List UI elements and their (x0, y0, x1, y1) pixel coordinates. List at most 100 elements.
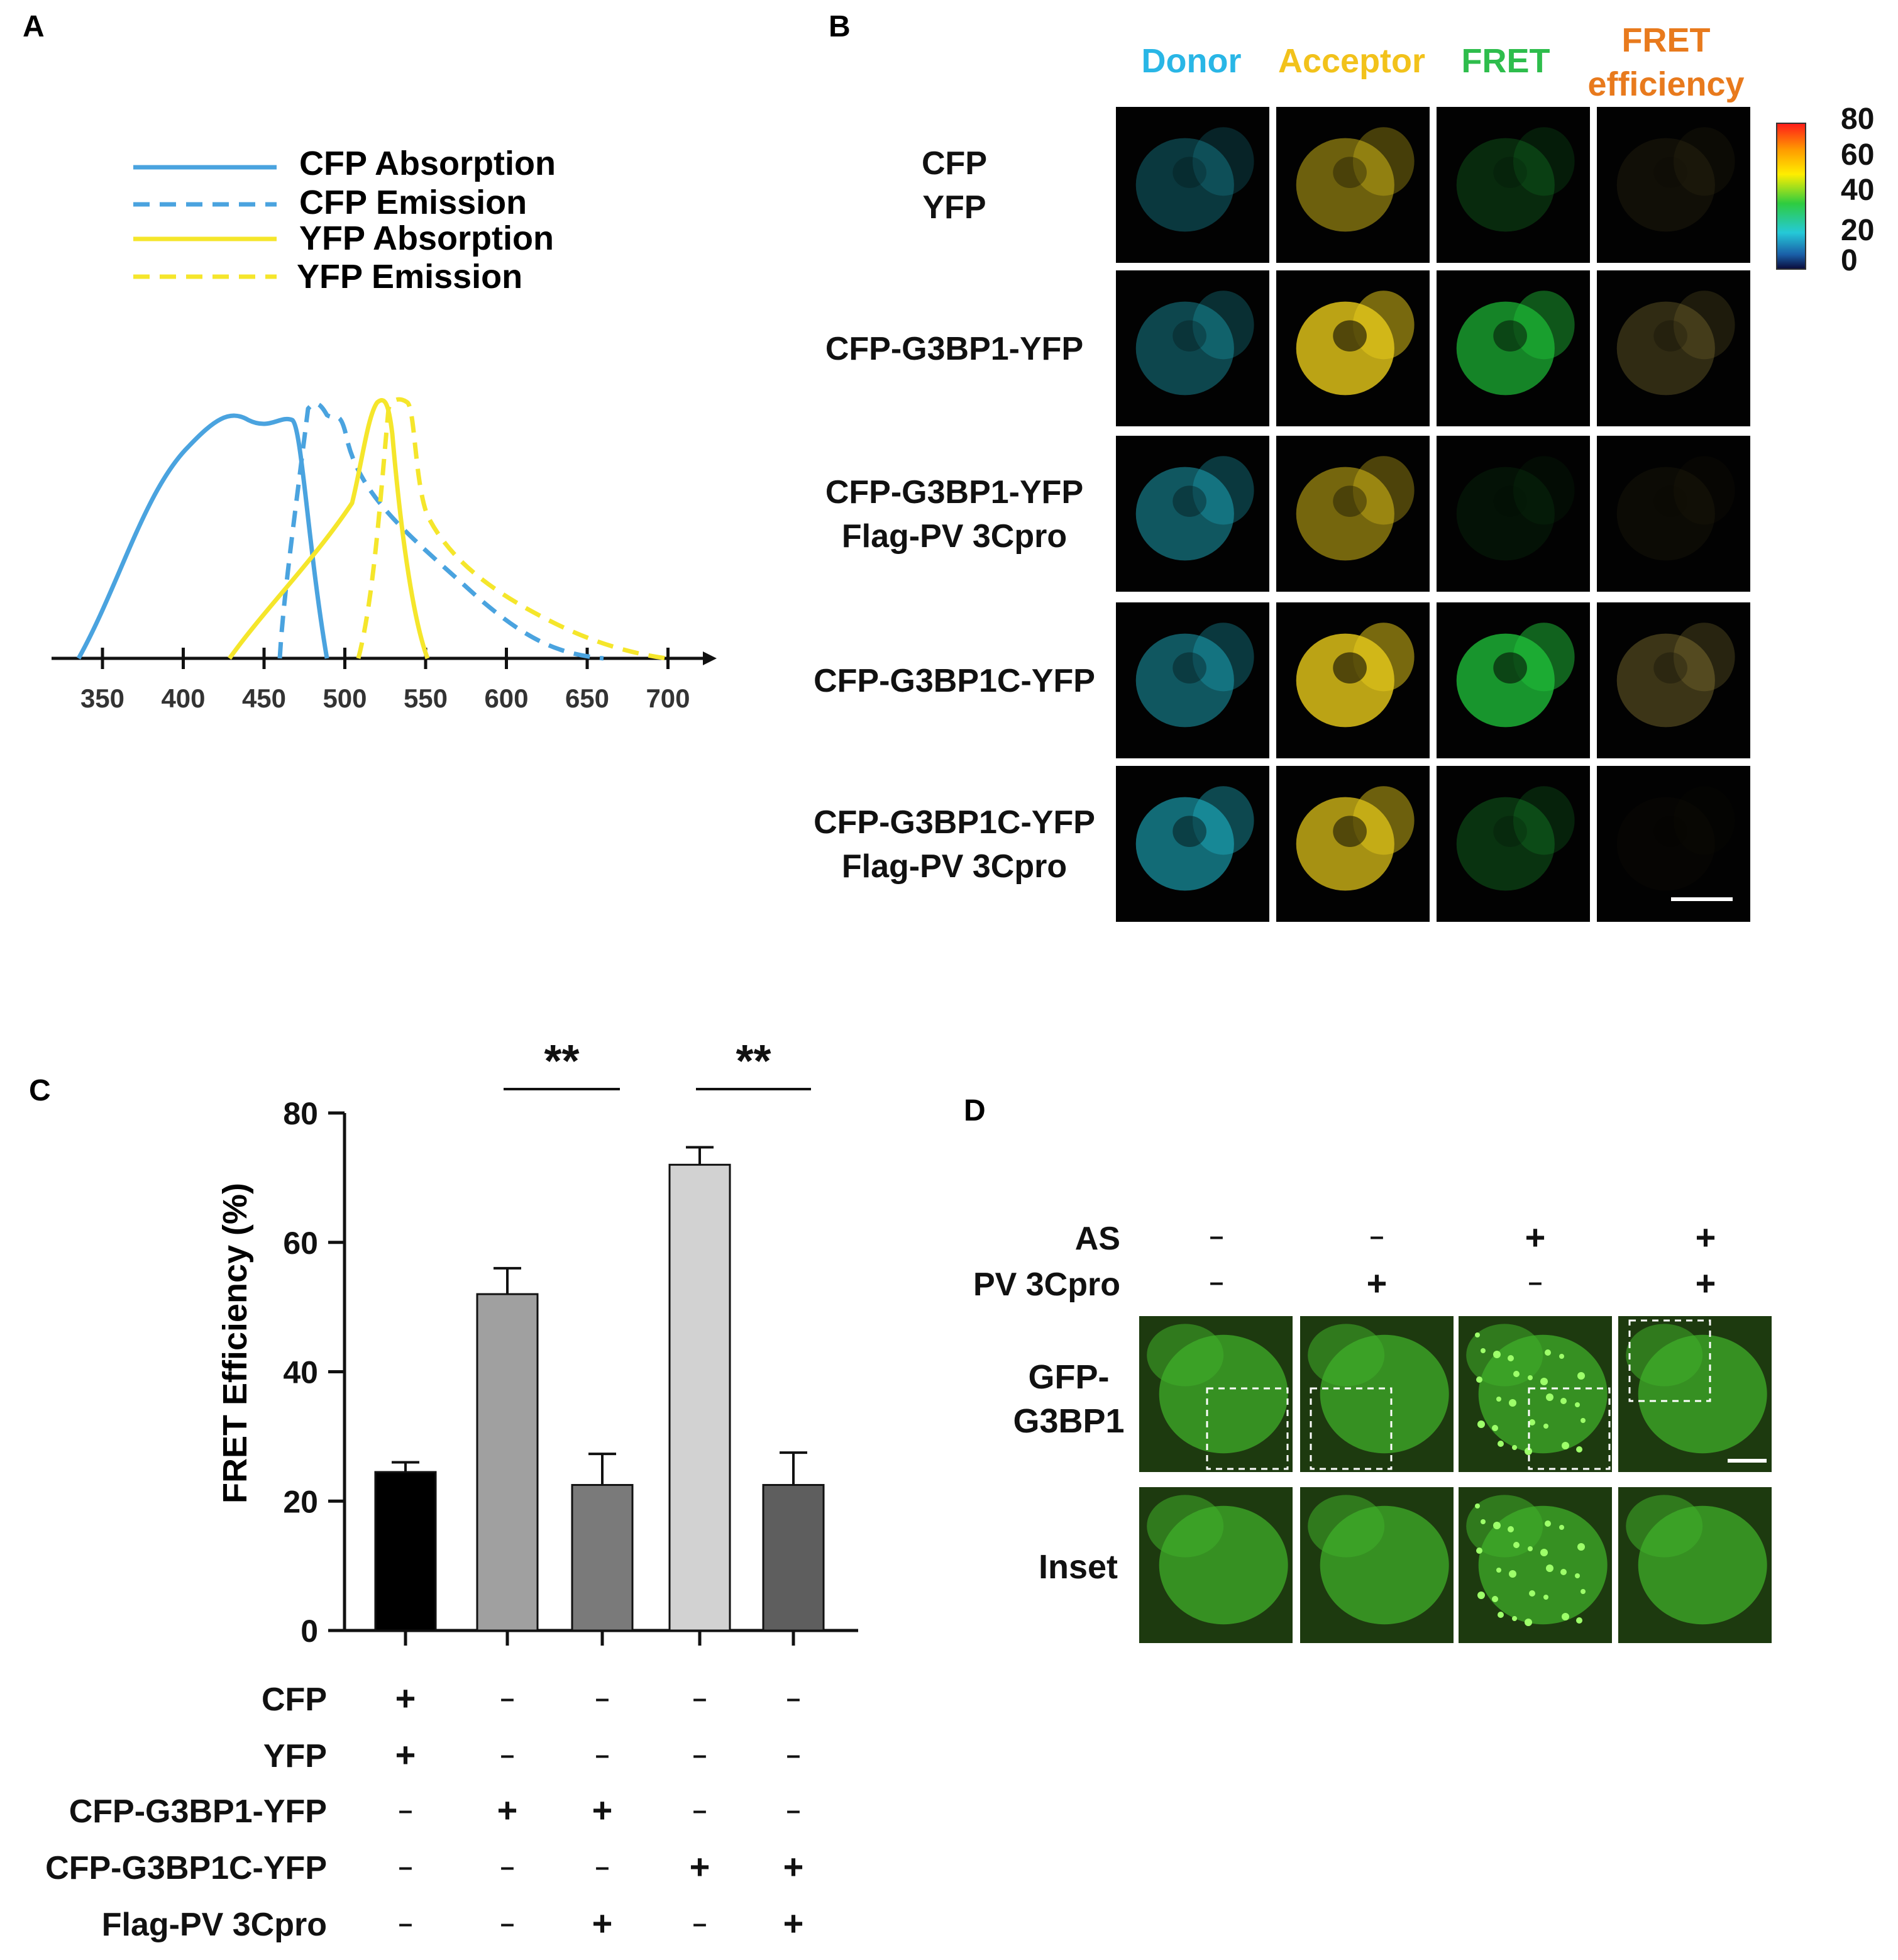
cell-signal (1353, 786, 1415, 855)
cell-signal (1513, 786, 1575, 855)
condition-label: CFP-G3BP1-YFP (69, 1793, 327, 1830)
condition-sign: + (395, 1735, 416, 1775)
c-y-tick-label: 0 (301, 1614, 318, 1649)
stress-granule-dot (1476, 1548, 1482, 1554)
panel-a: A CFP Absorption CFP Emission YFP Absorp… (23, 10, 717, 713)
significance-label: ** (736, 1036, 771, 1087)
cell-signal (1353, 127, 1415, 196)
row-label-4: Flag-PV 3Cpro (842, 848, 1067, 885)
stress-granule-dot (1576, 1617, 1582, 1624)
stress-granule-dot (1475, 1332, 1480, 1337)
stress-granule-dot (1496, 1568, 1501, 1573)
stress-granule-dot (1528, 1546, 1533, 1551)
d-cell-signal (1466, 1495, 1543, 1558)
significance-label: ** (544, 1036, 579, 1087)
d-condition-sign: + (1525, 1217, 1546, 1257)
stress-granule-dot (1545, 1349, 1551, 1356)
stress-granule-dot (1493, 1351, 1501, 1358)
panel-c: C FRET Efficiency (%) 0 20 40 60 80 ** ** CFP… (29, 1036, 858, 1943)
stress-granule-dot (1513, 1542, 1520, 1548)
condition-sign: + (783, 1847, 804, 1886)
colorbar-tick-label: 80 (1841, 102, 1874, 136)
condition-sign: – (399, 1853, 412, 1881)
row-label-1: CFP-G3BP1-YFP (825, 331, 1083, 367)
nucleus (1493, 652, 1527, 684)
stress-granule-dot (1562, 1442, 1569, 1449)
condition-sign: – (693, 1797, 707, 1824)
stress-granule-dot (1560, 1569, 1567, 1575)
micrograph-cell (1116, 436, 1269, 592)
stress-granule-dot (1477, 1420, 1485, 1428)
d-image-grid (1139, 1316, 1772, 1643)
cell-signal (1616, 467, 1715, 561)
stress-granule-dot (1525, 1619, 1532, 1626)
condition-label: CFP-G3BP1C-YFP (45, 1850, 327, 1886)
inset-box (1206, 1387, 1289, 1470)
d-condition-label: AS (1075, 1221, 1120, 1257)
spectra-x-ticks: 350 400 450 500 550 600 650 700 (80, 648, 690, 713)
cell-signal (1296, 138, 1394, 232)
stress-granule-dot (1528, 1375, 1533, 1380)
cell-signal (1674, 623, 1735, 692)
d-condition-sign: + (1367, 1263, 1388, 1303)
nucleus (1172, 157, 1206, 188)
stress-granule-dot (1560, 1398, 1567, 1404)
cell-signal (1353, 623, 1415, 692)
c-condition-table: CFP + – – – – YFP + – – – – CFP-G3BP1-YFP – + + – – CFP-G3… (45, 1678, 803, 1943)
cell-signal (1616, 633, 1715, 728)
stress-granule-dot (1512, 1445, 1517, 1450)
cell-signal (1193, 786, 1254, 855)
cell-signal (1135, 467, 1234, 561)
spectra-tick-label: 450 (242, 684, 286, 713)
cell-signal (1674, 786, 1735, 855)
stress-granule-dot (1577, 1543, 1585, 1551)
d-condition-sign: + (1696, 1263, 1716, 1303)
condition-sign: – (786, 1685, 800, 1712)
stress-granule-dot (1576, 1446, 1582, 1453)
d-condition-sign: – (1210, 1268, 1223, 1296)
d-row-label-inset: Inset (1039, 1548, 1118, 1586)
c-bars (374, 1146, 825, 1646)
condition-label: Flag-PV 3Cpro (102, 1907, 327, 1943)
legend-yfp-emission: YFP Emission (297, 258, 522, 296)
d-cell-signal (1466, 1324, 1543, 1387)
d-row-labels: GFP- G3BP1 Inset (1013, 1358, 1124, 1586)
nucleus (1653, 816, 1687, 847)
bar (571, 1484, 634, 1632)
micrograph-cell (1597, 602, 1750, 758)
stress-granule-dot (1513, 1371, 1520, 1377)
nucleus (1333, 816, 1367, 847)
stress-granule-dot (1540, 1378, 1548, 1385)
condition-sign: – (693, 1741, 707, 1769)
condition-label: YFP (263, 1738, 327, 1775)
spectra-plot: 350 400 450 500 550 600 650 700 (52, 397, 717, 713)
colorbar-gradient (1776, 123, 1806, 270)
stress-granule-dot (1529, 1590, 1535, 1597)
row-label-0: CFP (922, 145, 987, 182)
colorbar-tick-label: 20 (1841, 214, 1874, 247)
condition-sign: – (595, 1741, 609, 1769)
stress-granule-dot (1508, 1355, 1514, 1361)
nucleus (1172, 485, 1206, 517)
condition-sign: + (592, 1903, 613, 1943)
c-significance: ** ** (504, 1036, 811, 1090)
legend-cfp-absorption: CFP Absorption (299, 145, 556, 182)
condition-sign: – (786, 1797, 800, 1824)
condition-sign: – (500, 1741, 514, 1769)
c-y-tick-label: 80 (283, 1096, 318, 1131)
cell-signal (1135, 138, 1234, 232)
nucleus (1333, 157, 1367, 188)
stress-granule-dot (1512, 1616, 1517, 1621)
nucleus (1653, 157, 1687, 188)
row-label-2: Flag-PV 3Cpro (842, 518, 1067, 555)
cell-signal (1193, 456, 1254, 525)
d-condition-sign: – (1370, 1222, 1384, 1250)
cell-signal (1456, 797, 1555, 891)
nucleus (1493, 485, 1527, 517)
spectra-tick-label: 650 (565, 684, 609, 713)
d-row-label-gfp: GFP- (1029, 1358, 1110, 1396)
panel-b: B Donor Acceptor FRET FRET efficiency CFP YFP… (814, 10, 1874, 922)
spectra-tick-label: 350 (80, 684, 124, 713)
cell-signal (1135, 797, 1234, 891)
spectra-tick-label: 600 (484, 684, 528, 713)
